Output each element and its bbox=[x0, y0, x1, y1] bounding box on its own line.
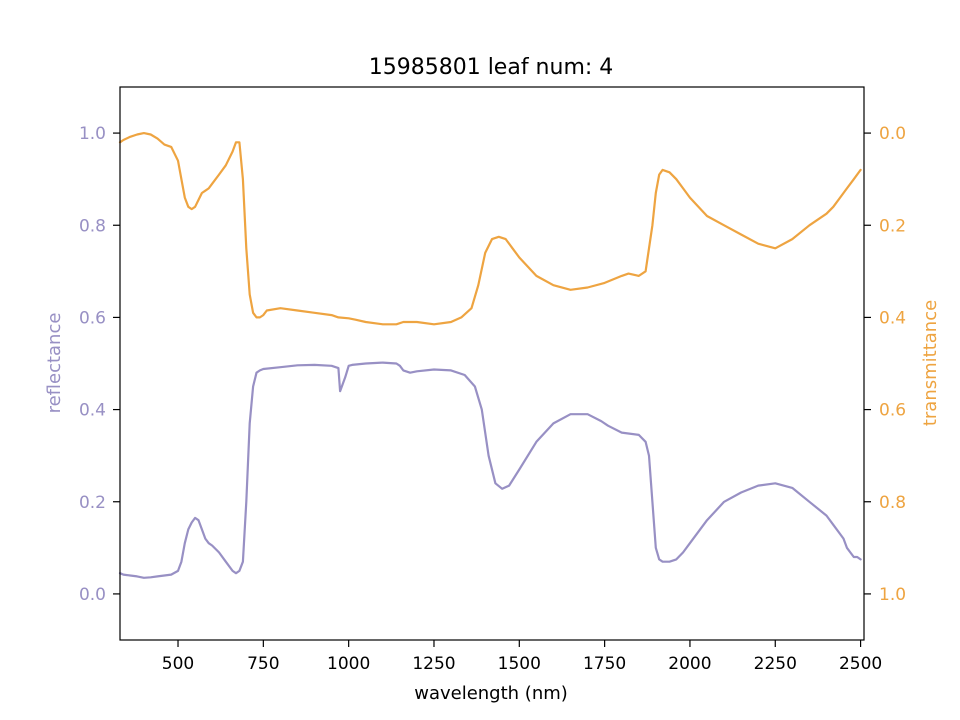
left-y-tick-label: 0.6 bbox=[79, 308, 106, 328]
x-tick-label: 1750 bbox=[583, 654, 626, 674]
transmittance-line bbox=[118, 132, 862, 326]
left-y-tick-label: 0.4 bbox=[79, 401, 106, 421]
ticks-layer: 500 750 1000 1250 1500 1750 2000 2250 2500 0.0 0.2… bbox=[79, 124, 906, 674]
x-tick-label: 750 bbox=[247, 654, 279, 674]
chart-title: 15985801 leaf num: 4 bbox=[369, 55, 614, 80]
x-tick-label: 1250 bbox=[412, 654, 455, 674]
x-tick-label: 2500 bbox=[839, 654, 882, 674]
x-tick-label: 500 bbox=[162, 654, 194, 674]
right-y-tick-label: 0.6 bbox=[879, 401, 906, 421]
left-y-tick-label: 0.0 bbox=[79, 585, 106, 605]
plot-frame bbox=[119, 86, 865, 641]
right-axis-label: transmittance bbox=[920, 300, 941, 426]
right-y-tick-label: 0.4 bbox=[879, 308, 906, 328]
left-axis-label: reflectance bbox=[44, 313, 65, 414]
series-layer bbox=[118, 132, 862, 579]
x-tick-label: 1500 bbox=[498, 654, 541, 674]
x-tick-label: 2250 bbox=[754, 654, 797, 674]
x-tick-label: 1000 bbox=[327, 654, 370, 674]
right-y-tick-label: 0.8 bbox=[879, 493, 906, 513]
right-y-tick-label: 0.0 bbox=[879, 124, 906, 144]
left-y-tick-label: 0.2 bbox=[79, 493, 106, 513]
x-tick-label: 2000 bbox=[668, 654, 711, 674]
left-y-tick-label: 1.0 bbox=[79, 124, 106, 144]
reflectance-line bbox=[118, 361, 862, 579]
right-y-tick-label: 1.0 bbox=[879, 585, 906, 605]
left-y-tick-label: 0.8 bbox=[79, 216, 106, 236]
x-axis-label: wavelength (nm) bbox=[414, 683, 568, 704]
right-y-tick-label: 0.2 bbox=[879, 216, 906, 236]
